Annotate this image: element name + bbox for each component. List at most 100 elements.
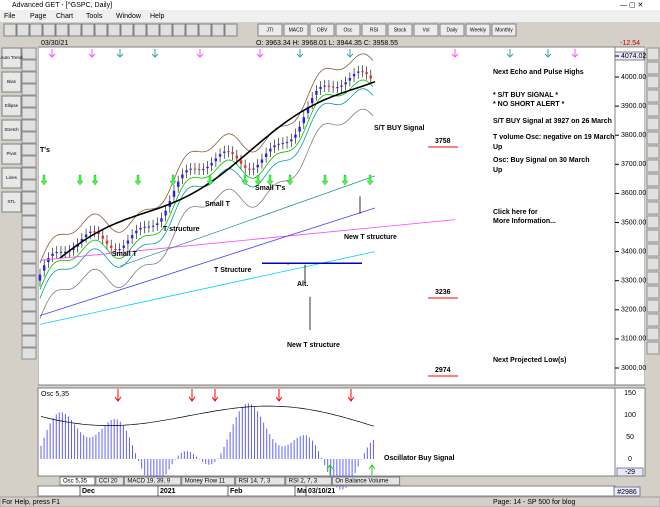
side-button[interactable] [21,59,37,72]
right-button[interactable] [646,201,660,215]
tool-button[interactable] [159,23,173,37]
tool-button[interactable] [68,23,82,37]
tool-button[interactable] [224,23,238,37]
side-button[interactable] [21,107,37,120]
right-button[interactable] [646,229,660,243]
tool-button[interactable] [107,23,121,37]
right-button[interactable] [646,159,660,173]
menu-item[interactable]: File [4,13,15,20]
side-button[interactable] [1,191,22,213]
tab[interactable] [235,476,286,486]
tool-button[interactable] [81,23,95,37]
right-button[interactable] [646,299,660,313]
right-button[interactable] [646,145,660,159]
right-button[interactable] [646,131,660,145]
right-button[interactable] [646,89,660,103]
tool-button[interactable] [309,23,335,37]
side-button[interactable] [21,143,37,156]
side-button[interactable] [21,239,37,252]
side-button[interactable] [21,263,37,276]
tab[interactable] [95,476,124,486]
tool-button[interactable] [16,23,30,37]
tab[interactable] [123,476,182,486]
right-button[interactable] [646,285,660,299]
side-button[interactable] [21,155,37,168]
side-button[interactable] [1,47,22,69]
tool-button[interactable] [257,23,283,37]
side-button[interactable] [1,167,22,189]
side-button[interactable] [21,191,37,204]
tool-button[interactable] [185,23,199,37]
tool-button[interactable] [133,23,147,37]
side-button[interactable] [21,83,37,96]
right-button[interactable] [646,47,660,61]
right-button[interactable] [646,341,660,355]
side-button[interactable] [21,227,37,240]
side-button[interactable] [21,131,37,144]
tab[interactable] [285,476,332,486]
tool-button[interactable] [42,23,56,37]
menu-item[interactable]: Page [30,13,46,20]
tool-button[interactable] [3,23,17,37]
side-button[interactable] [21,119,37,132]
right-button[interactable] [646,215,660,229]
green-arrow [366,174,374,186]
menu-item[interactable]: Chart [56,13,73,20]
side-button[interactable] [21,347,37,360]
tool-button[interactable] [413,23,439,37]
tool-button[interactable] [465,23,491,37]
right-button[interactable] [646,313,660,327]
tool-button[interactable] [361,23,387,37]
tool-button[interactable] [94,23,108,37]
right-button[interactable] [646,257,660,271]
side-button[interactable] [21,179,37,192]
tool-button[interactable] [29,23,43,37]
right-button[interactable] [646,117,660,131]
candle-body [38,274,42,281]
menu-item[interactable]: Window [116,13,142,20]
side-button[interactable] [21,275,37,288]
right-button[interactable] [646,271,660,285]
tool-button[interactable] [146,23,160,37]
tool-button[interactable] [491,23,517,37]
right-button[interactable] [646,173,660,187]
tab[interactable] [59,476,96,486]
tool-button[interactable] [335,23,361,37]
tab[interactable] [331,476,401,486]
side-button[interactable] [21,251,37,264]
side-button[interactable] [21,311,37,324]
side-button[interactable] [1,95,22,117]
tool-button[interactable] [387,23,413,37]
tool-button[interactable] [120,23,134,37]
tool-button[interactable] [283,23,309,37]
right-button[interactable] [646,103,660,117]
tool-button[interactable] [55,23,69,37]
menu-item[interactable]: Tools [86,13,103,20]
right-button[interactable] [646,243,660,257]
tab[interactable] [181,476,236,486]
right-button[interactable] [646,327,660,341]
side-button[interactable] [21,335,37,348]
right-button[interactable] [646,187,660,201]
side-button[interactable] [1,119,22,141]
side-button[interactable] [21,215,37,228]
side-button[interactable] [21,323,37,336]
side-button[interactable] [21,287,37,300]
side-button[interactable] [21,299,37,312]
tool-button[interactable] [198,23,212,37]
tool-button[interactable] [439,23,465,37]
side-button[interactable] [1,143,22,165]
side-button[interactable] [21,47,37,60]
window-controls[interactable]: — ▢ ✕ [620,2,643,9]
right-button[interactable] [646,75,660,89]
side-button[interactable] [21,71,37,84]
tool-button[interactable] [172,23,186,37]
green-arrow [91,174,99,186]
side-button[interactable] [1,71,22,93]
side-button[interactable] [21,203,37,216]
tool-button[interactable] [211,23,225,37]
side-button[interactable] [21,167,37,180]
right-button[interactable] [646,61,660,75]
side-button[interactable] [21,95,37,108]
menu-item[interactable]: Help [150,13,165,20]
